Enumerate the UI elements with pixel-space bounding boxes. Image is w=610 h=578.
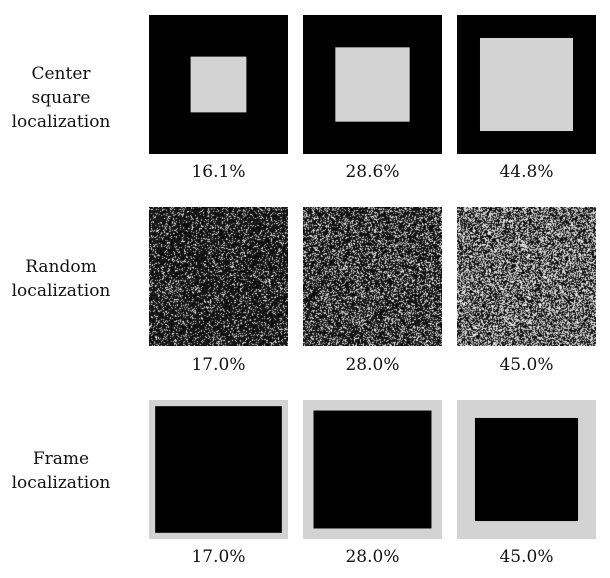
random-noise-mask: [457, 207, 596, 346]
mask-frame-1: [149, 400, 288, 539]
row-label-line: Frame: [32, 449, 90, 469]
row-label-line: localization: [11, 112, 111, 132]
percent-center-square-2: 28.6%: [345, 162, 400, 182]
mask-center-square-3: [457, 15, 596, 154]
percent-frame-1: 17.0%: [191, 547, 246, 567]
mask-random-1: [149, 207, 288, 346]
percent-random-2: 28.0%: [345, 355, 400, 375]
mask-random-2: [303, 207, 442, 346]
row-label-line: Center square: [31, 64, 91, 108]
row-label-line: localization: [11, 473, 111, 493]
mask-frame-3: [457, 400, 596, 539]
percent-random-1: 17.0%: [191, 355, 246, 375]
row-label-center-square: Center square localization: [0, 62, 122, 134]
mask-center-block: [313, 410, 432, 529]
mask-center-block: [155, 406, 282, 533]
random-noise-mask: [303, 207, 442, 346]
mask-random-3: [457, 207, 596, 346]
row-label-line: localization: [11, 281, 111, 301]
mask-center-square-2: [303, 15, 442, 154]
random-noise-mask: [149, 207, 288, 346]
row-label-random: Random localization: [0, 255, 122, 303]
percent-center-square-1: 16.1%: [191, 162, 246, 182]
mask-center-square-1: [149, 15, 288, 154]
mask-frame-2: [303, 400, 442, 539]
visible-region-square: [335, 47, 410, 122]
mask-center-block: [474, 417, 579, 522]
percent-frame-2: 28.0%: [345, 547, 400, 567]
percent-random-3: 45.0%: [499, 355, 554, 375]
percent-center-square-3: 44.8%: [499, 162, 554, 182]
row-label-frame: Frame localization: [0, 447, 122, 495]
visible-region-square: [190, 56, 247, 113]
row-label-line: Random: [25, 257, 97, 277]
percent-frame-3: 45.0%: [499, 547, 554, 567]
visible-region-square: [479, 37, 574, 132]
